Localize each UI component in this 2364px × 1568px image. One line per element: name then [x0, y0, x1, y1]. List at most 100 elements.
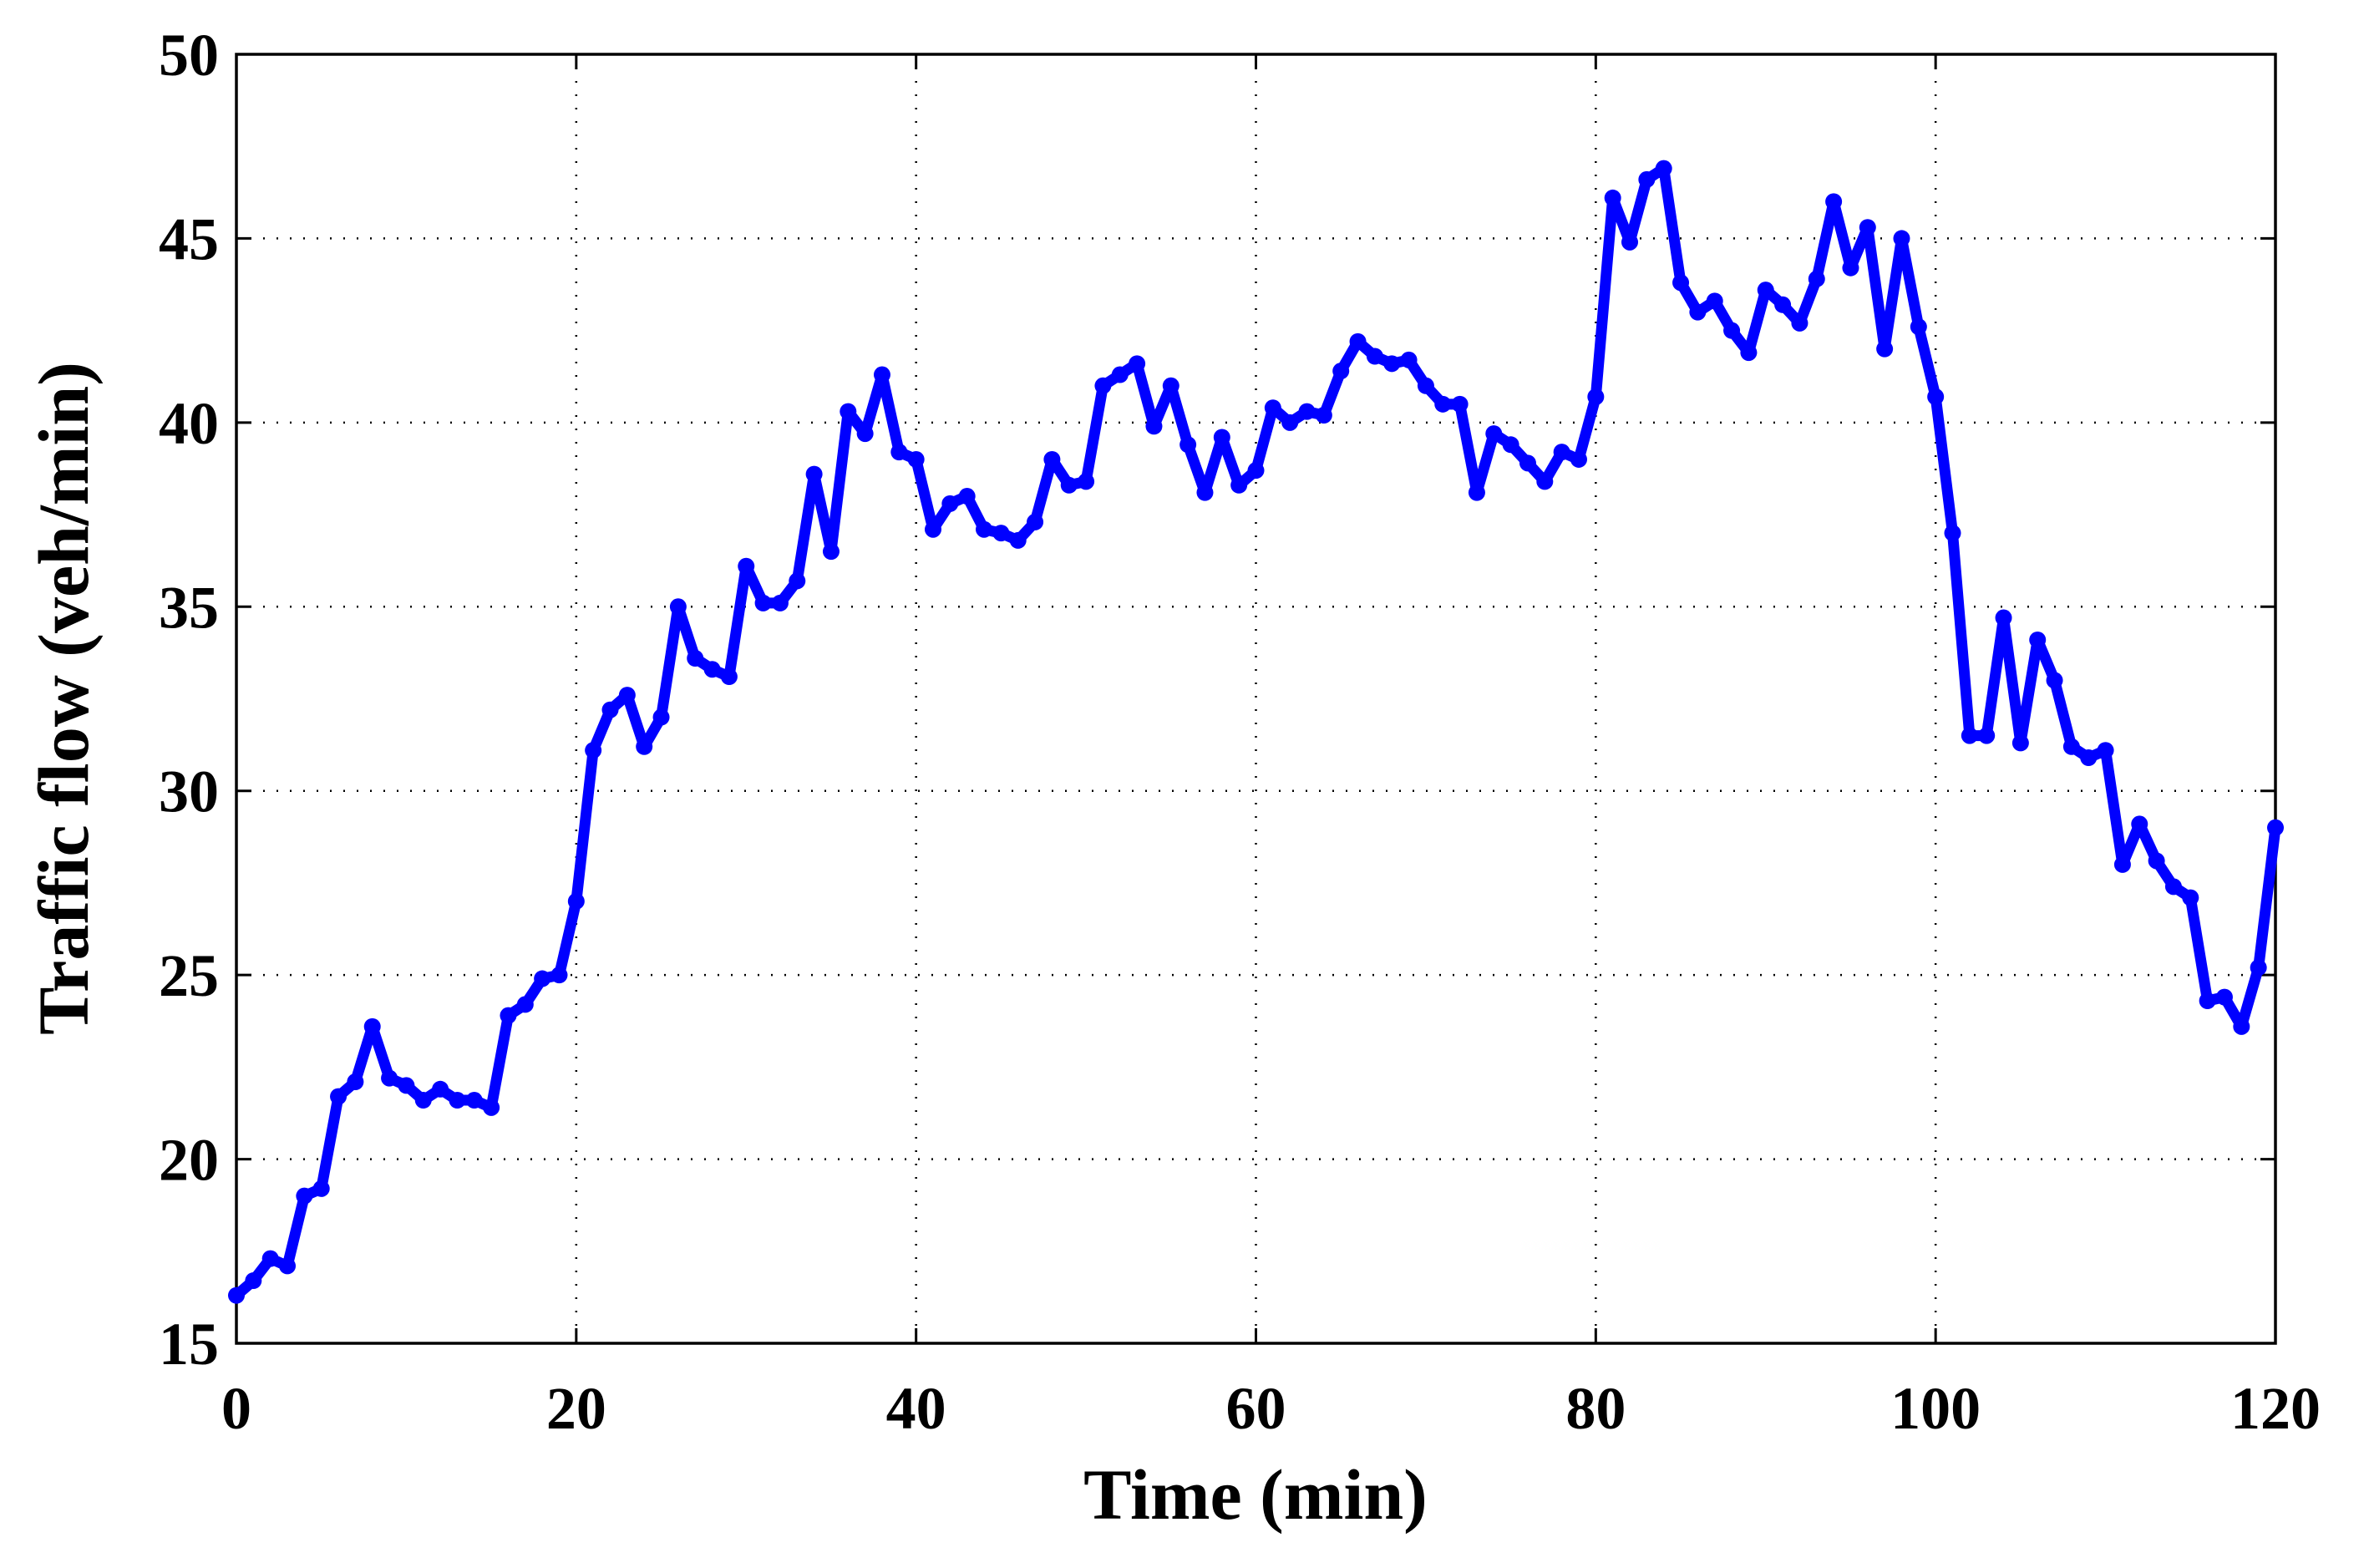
data-point — [873, 366, 890, 383]
data-point — [1689, 303, 1707, 321]
data-point — [1383, 355, 1401, 373]
data-point — [601, 701, 619, 718]
data-point — [2080, 749, 2098, 767]
data-point — [1706, 292, 1723, 310]
data-point — [856, 425, 874, 443]
data-point — [1825, 193, 1843, 211]
data-point — [2046, 672, 2063, 689]
data-point — [1060, 476, 1078, 494]
data-point — [330, 1088, 347, 1105]
x-tick-label: 20 — [546, 1375, 606, 1442]
data-point — [414, 1092, 432, 1109]
data-point — [1638, 170, 1656, 188]
data-point — [687, 650, 704, 667]
data-point — [2131, 815, 2148, 833]
data-point — [2029, 631, 2047, 648]
data-point — [1264, 399, 1281, 417]
data-point — [2113, 855, 2131, 873]
data-point — [2011, 734, 2029, 752]
y-axis-label: Traffic flow (veh/min) — [23, 362, 104, 1035]
data-point — [1791, 314, 1809, 332]
x-tick-label: 80 — [1565, 1375, 1626, 1442]
data-point — [1978, 727, 1996, 744]
y-tick-label: 20 — [159, 1127, 219, 1194]
data-point — [2199, 992, 2216, 1010]
data-point — [2182, 889, 2199, 906]
data-point — [1672, 274, 1690, 292]
data-point — [1570, 450, 1587, 468]
data-point — [1145, 418, 1163, 435]
data-point — [1587, 388, 1605, 405]
plot-frame — [235, 53, 2277, 1345]
data-point — [840, 403, 857, 420]
data-point — [1995, 609, 2012, 627]
data-point — [1553, 444, 1570, 461]
data-point — [789, 572, 806, 590]
data-point — [720, 668, 738, 686]
data-point — [1043, 450, 1061, 468]
data-point — [1774, 296, 1792, 313]
data-point — [1129, 355, 1146, 373]
data-point — [976, 520, 993, 538]
data-point — [432, 1080, 449, 1098]
data-point — [1281, 414, 1299, 431]
y-tick-label: 15 — [159, 1311, 219, 1378]
data-point — [1400, 351, 1418, 368]
data-point — [2250, 959, 2267, 977]
data-point — [1078, 473, 1095, 490]
data-point — [1213, 429, 1230, 446]
data-point — [1757, 282, 1774, 299]
data-point — [1230, 476, 1248, 494]
data-point — [1961, 727, 1978, 744]
data-point — [958, 488, 976, 505]
data-point — [1468, 484, 1485, 501]
data-point — [534, 970, 551, 987]
data-point — [941, 495, 959, 512]
data-point — [1366, 348, 1383, 365]
data-point — [1434, 395, 1452, 413]
data-point — [1842, 259, 1859, 277]
data-point — [1417, 377, 1434, 394]
data-point — [652, 708, 670, 726]
data-point — [1723, 322, 1741, 339]
data-point — [754, 594, 772, 611]
y-tick-label: 25 — [159, 942, 219, 1009]
data-point — [1485, 425, 1503, 443]
data-point — [1451, 395, 1469, 413]
data-point — [398, 1077, 415, 1094]
data-point — [347, 1073, 364, 1090]
data-point — [1332, 363, 1350, 380]
data-point — [703, 661, 721, 678]
y-tick-label: 50 — [159, 22, 219, 89]
data-point — [279, 1257, 297, 1275]
data-point — [1502, 436, 1519, 454]
data-point — [1247, 462, 1265, 480]
data-point — [381, 1069, 398, 1087]
data-point — [805, 465, 823, 483]
data-point — [1179, 436, 1197, 454]
data-point — [465, 1092, 483, 1109]
data-point — [2233, 1017, 2250, 1035]
x-tick-label: 100 — [1890, 1375, 1981, 1442]
data-point — [1893, 230, 1910, 247]
data-point — [822, 543, 840, 561]
data-point — [890, 444, 908, 461]
y-tick-label: 35 — [159, 574, 219, 641]
data-point — [1621, 233, 1639, 251]
data-point — [925, 520, 942, 538]
data-point — [618, 687, 636, 704]
data-point — [2148, 852, 2165, 870]
data-point — [1162, 377, 1179, 394]
data-point — [992, 525, 1010, 542]
data-point — [500, 1007, 517, 1024]
data-point — [1944, 525, 1961, 542]
data-point — [516, 996, 534, 1013]
y-tick-label: 40 — [159, 390, 219, 457]
data-point — [1655, 160, 1672, 177]
data-point — [449, 1092, 466, 1109]
data-point — [245, 1272, 262, 1290]
data-point — [2164, 878, 2182, 896]
data-point — [550, 967, 568, 984]
y-tick-label: 45 — [159, 206, 219, 272]
